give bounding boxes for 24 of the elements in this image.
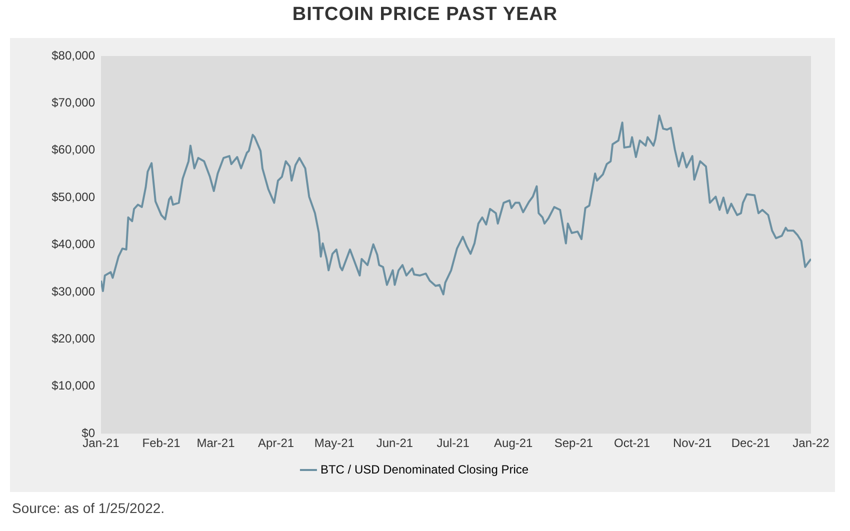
chart-title: BITCOIN PRICE PAST YEAR — [291, 4, 559, 26]
y-tick-label: $60,000 — [52, 142, 96, 157]
x-tick-label: Jan-22 — [792, 436, 830, 450]
source-note: Source: as of 1/25/2022. — [12, 500, 165, 516]
y-tick-label: $10,000 — [52, 378, 96, 393]
y-tick-label: $20,000 — [52, 332, 96, 346]
x-tick-label: Dec-21 — [731, 436, 770, 450]
y-tick-label: $80,000 — [52, 48, 96, 62]
x-tick-label: Apr-21 — [258, 436, 294, 450]
y-tick-label: $30,000 — [52, 284, 96, 298]
x-tick-label: Jul-21 — [436, 436, 470, 450]
x-tick-label: Nov-21 — [673, 436, 712, 450]
x-tick-label: May-21 — [314, 436, 355, 450]
y-tick-label: $0 — [82, 426, 96, 440]
y-tick-label: $40,000 — [52, 237, 96, 252]
x-tick-label: Oct-21 — [614, 436, 650, 450]
y-tick-label: $50,000 — [52, 190, 96, 204]
x-tick-label: Aug-21 — [494, 436, 534, 450]
x-tick-label: Mar-21 — [196, 436, 236, 450]
x-tick-label: Jun-21 — [376, 436, 414, 450]
x-tick-label: Feb-21 — [142, 436, 181, 450]
x-tick-label: Sep-21 — [554, 436, 594, 450]
legend-label: BTC / USD Denominated Closing Price — [320, 462, 529, 476]
y-tick-label: $70,000 — [52, 96, 96, 110]
